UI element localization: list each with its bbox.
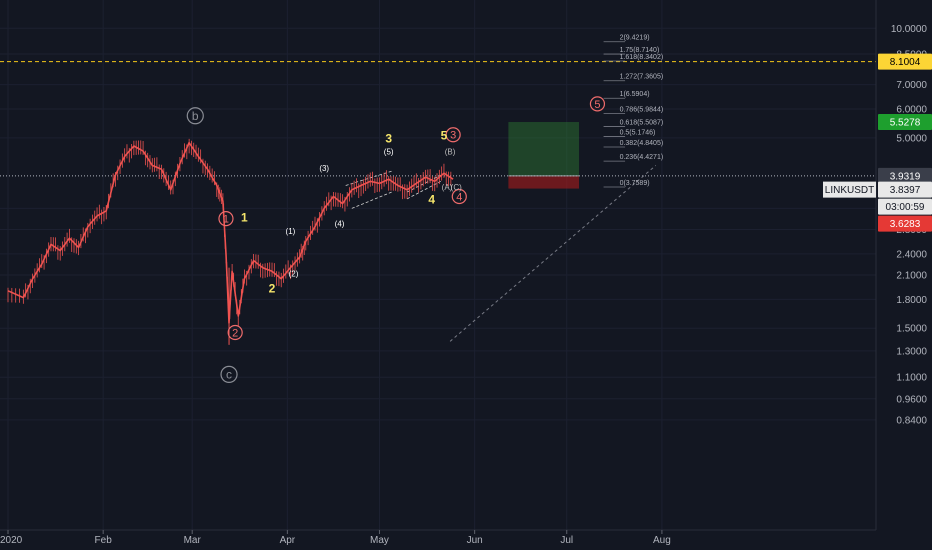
- wave-label-yellow: 5: [441, 128, 448, 142]
- price-badge-label: 3.9319: [890, 171, 921, 182]
- wave-label-circle-grey: c: [226, 367, 232, 381]
- fib-level-label: 0.5(5.1746): [620, 129, 656, 136]
- fib-level-label: 1(6.5904): [620, 91, 650, 98]
- wave-label-white: (1): [286, 227, 296, 236]
- wave-label-circle-red: 3: [450, 130, 456, 142]
- fib-level-label: 0.382(4.8405): [620, 140, 664, 147]
- wave-label-yellow: 4: [428, 193, 435, 207]
- y-tick-label: 1.8000: [896, 295, 927, 306]
- target-zone: [508, 122, 579, 176]
- wave-label-circle-red: 5: [594, 99, 600, 111]
- x-tick-label: May: [370, 535, 389, 546]
- y-tick-label: 6.0000: [896, 105, 927, 116]
- y-tick-label: 1.3000: [896, 346, 927, 357]
- fib-level-label: 0.618(5.5087): [620, 120, 664, 127]
- y-tick-label: 7.0000: [896, 80, 927, 91]
- y-tick-label: 0.9600: [896, 394, 927, 405]
- wave-label-circle-red: 1: [223, 214, 229, 226]
- wave-label-yellow: 2: [269, 282, 276, 296]
- fib-level-label: 2(9.4219): [620, 35, 650, 42]
- fib-level-label: 0.236(4.4271): [620, 154, 664, 161]
- wave-label-white: (5): [384, 148, 394, 157]
- y-tick-label: 0.8400: [896, 415, 927, 426]
- x-tick-label: Aug: [653, 535, 671, 546]
- y-tick-label: 10.0000: [891, 24, 928, 35]
- fib-level-label: 1.618(8.3402): [620, 54, 664, 61]
- x-tick-label: Jun: [467, 535, 483, 546]
- price-badge-label: 3.6283: [890, 219, 921, 230]
- price-badge-label: 8.1004: [890, 57, 921, 68]
- price-badge-label: 5.5278: [890, 118, 921, 129]
- wave-label-circle-red: 2: [232, 327, 238, 339]
- x-tick-label: Feb: [95, 535, 113, 546]
- fib-level-label: 0(3.7589): [620, 180, 650, 187]
- x-tick-label: Jul: [560, 535, 573, 546]
- position-box: [508, 122, 579, 189]
- y-tick-label: 1.1000: [896, 373, 927, 384]
- price-badge-label: 03:00:59: [886, 202, 925, 213]
- y-tick-label: 1.5000: [896, 324, 927, 335]
- y-tick-label: 2.1000: [896, 271, 927, 282]
- symbol-badge-label: LINKUSDT: [825, 185, 874, 196]
- x-tick-label: Mar: [184, 535, 202, 546]
- wave-label-grey: (C): [451, 183, 462, 192]
- fib-level-label: 0.786(5.9844): [620, 106, 664, 113]
- price-badge-label: 3.8397: [890, 185, 921, 196]
- x-tick-label: Apr: [280, 535, 296, 546]
- y-tick-label: 2.4000: [896, 249, 927, 260]
- fib-level-label: 1.272(7.3605): [620, 74, 664, 81]
- stop-zone: [508, 176, 579, 189]
- wave-label-circle-grey: b: [192, 109, 199, 123]
- wave-label-yellow: 1: [241, 210, 248, 224]
- x-tick-label: 2020: [0, 535, 23, 546]
- y-tick-label: 5.0000: [896, 133, 927, 144]
- wave-label-white: (2): [289, 270, 299, 279]
- wave-label-circle-red: 4: [456, 192, 462, 204]
- wave-label-white: (4): [335, 220, 345, 229]
- wave-label-grey: (B): [445, 148, 456, 157]
- wave-label-yellow: 3: [385, 132, 392, 146]
- wave-label-white: (3): [319, 164, 329, 173]
